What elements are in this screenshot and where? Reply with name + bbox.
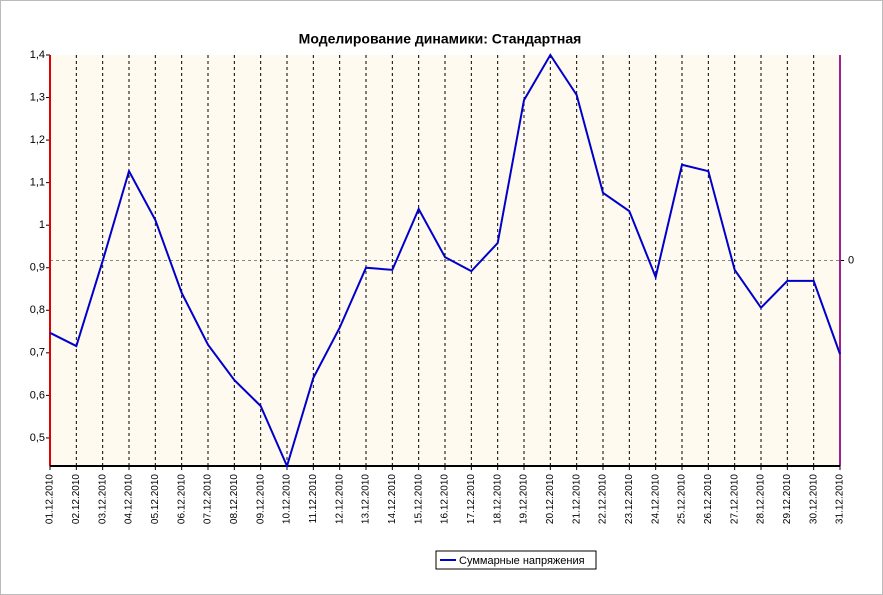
x-tick-label: 08.12.2010: [229, 474, 240, 524]
y-tick-label: 0,5: [30, 432, 45, 444]
x-tick-label: 04.12.2010: [124, 474, 135, 524]
x-tick-label: 07.12.2010: [203, 474, 214, 524]
x-tick-label: 16.12.2010: [440, 474, 451, 524]
y-tick-label: 1: [39, 219, 45, 231]
x-tick-label: 11.12.2010: [308, 474, 319, 524]
series-line: [49, 53, 841, 469]
y2-tick-label: 0: [848, 254, 854, 266]
x-tick-label: 03.12.2010: [97, 474, 108, 524]
x-tick-label: 21.12.2010: [571, 474, 582, 524]
x-tick-label: 30.12.2010: [808, 474, 819, 524]
y-tick-label: 1,1: [30, 177, 45, 189]
x-tick-label: 17.12.2010: [466, 474, 477, 524]
x-tick-label: 26.12.2010: [703, 474, 714, 524]
x-tick-label: 29.12.2010: [782, 474, 793, 524]
x-tick-label: 02.12.2010: [71, 474, 82, 524]
x-tick-label: 20.12.2010: [545, 474, 556, 524]
y-tick-label: 0,7: [30, 347, 45, 359]
x-tick-label: 05.12.2010: [150, 474, 161, 524]
legend-label: Суммарные напряжения: [459, 555, 585, 567]
x-tick-label: 10.12.2010: [282, 474, 293, 524]
y-tick-label: 0,6: [30, 389, 45, 401]
x-tick-label: 01.12.2010: [45, 474, 56, 524]
x-tick-label: 12.12.2010: [334, 474, 345, 524]
x-tick-label: 09.12.2010: [255, 474, 266, 524]
x-tick-label: 06.12.2010: [176, 474, 187, 524]
y-tick-label: 0,8: [30, 304, 45, 316]
x-tick-label: 22.12.2010: [598, 474, 609, 524]
x-tick-label: 23.12.2010: [624, 474, 635, 524]
x-tick-label: 24.12.2010: [650, 474, 661, 524]
x-tick-label: 27.12.2010: [729, 474, 740, 524]
x-tick-label: 31.12.2010: [835, 474, 846, 524]
x-tick-label: 13.12.2010: [361, 474, 372, 524]
chart-title: Моделирование динамики: Стандартная: [299, 31, 582, 47]
x-tick-label: 15.12.2010: [413, 474, 424, 524]
y-tick-label: 1,4: [30, 49, 45, 61]
x-tick-label: 19.12.2010: [519, 474, 530, 524]
legend: [435, 550, 597, 570]
y-tick-label: 1,3: [30, 91, 45, 103]
y-tick-label: 0,9: [30, 262, 45, 274]
x-tick-label: 18.12.2010: [492, 474, 503, 524]
x-tick-label: 25.12.2010: [677, 474, 688, 524]
x-tick-label: 14.12.2010: [387, 474, 398, 524]
x-tick-label: 28.12.2010: [756, 474, 767, 524]
y-tick-label: 1,2: [30, 134, 45, 146]
